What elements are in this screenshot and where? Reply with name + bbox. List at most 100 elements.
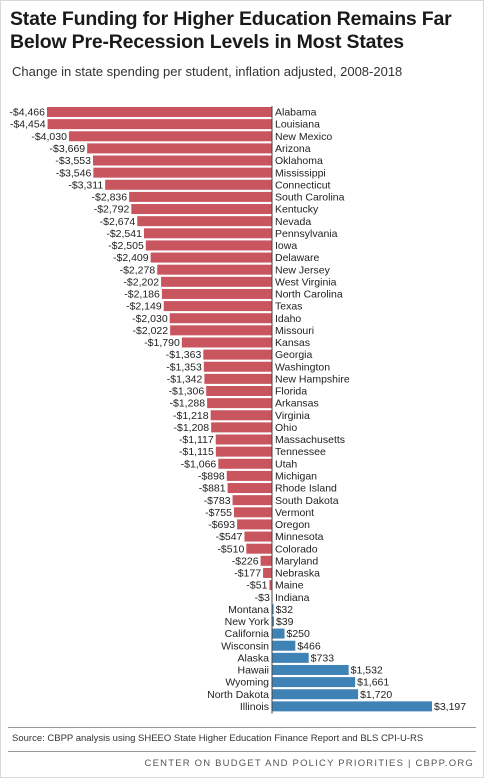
bar-louisiana — [47, 119, 272, 130]
state-label-new-hampshire: New Hampshire — [275, 373, 350, 385]
state-label-montana: Montana — [228, 604, 269, 616]
state-label-kansas: Kansas — [275, 337, 310, 349]
value-label-pennsylvania: -$2,541 — [106, 228, 142, 240]
state-label-pennsylvania: Pennsylvania — [275, 228, 338, 240]
value-label-georgia: -$1,363 — [166, 349, 202, 361]
state-label-new-mexico: New Mexico — [275, 131, 332, 143]
bar-connecticut — [105, 179, 272, 190]
bar-delaware — [150, 252, 272, 263]
state-label-alaska: Alaska — [237, 652, 269, 664]
state-label-nevada: Nevada — [275, 216, 311, 228]
value-label-minnesota: -$547 — [216, 531, 243, 543]
value-label-michigan: -$898 — [198, 471, 225, 483]
value-label-new-hampshire: -$1,342 — [167, 373, 203, 385]
bar-florida — [206, 385, 272, 396]
chart-subtitle: Change in state spending per student, in… — [12, 64, 403, 79]
value-label-massachusetts: -$1,117 — [179, 434, 214, 446]
bar-mississippi — [93, 167, 272, 178]
value-label-south-carolina: -$2,836 — [91, 192, 127, 204]
value-label-new-jersey: -$2,278 — [120, 264, 156, 276]
value-label-nevada: -$2,674 — [100, 216, 136, 228]
state-label-tennessee: Tennessee — [275, 446, 326, 458]
state-label-mississippi: Mississippi — [275, 167, 326, 179]
value-label-virginia: -$1,218 — [173, 410, 209, 422]
value-label-colorado: -$510 — [217, 543, 244, 555]
state-label-minnesota: Minnesota — [275, 531, 324, 543]
state-label-washington: Washington — [275, 361, 330, 373]
state-label-nebraska: Nebraska — [275, 568, 320, 580]
source-divider — [8, 727, 476, 728]
value-label-tennessee: -$1,115 — [179, 446, 214, 458]
bar-nevada — [137, 216, 272, 227]
value-label-mississippi: -$3,546 — [56, 167, 92, 179]
bar-kansas — [181, 337, 272, 348]
bar-south-carolina — [129, 191, 272, 202]
state-label-new-jersey: New Jersey — [275, 264, 331, 276]
bar-idaho — [169, 313, 272, 324]
value-label-montana: $32 — [276, 604, 294, 616]
value-label-arkansas: -$1,288 — [169, 398, 205, 410]
bar-west-virginia — [161, 276, 272, 287]
value-label-kansas: -$1,790 — [144, 337, 180, 349]
bar-minnesota — [244, 531, 272, 542]
state-label-illinois: Illinois — [240, 701, 269, 713]
bar-south-dakota — [232, 495, 272, 506]
state-label-arizona: Arizona — [275, 143, 311, 155]
state-label-louisiana: Louisiana — [275, 119, 320, 131]
bar-oklahoma — [93, 155, 272, 166]
value-label-alabama: -$4,466 — [9, 107, 45, 119]
value-label-nebraska: -$177 — [234, 568, 261, 580]
state-label-wisconsin: Wisconsin — [221, 640, 269, 652]
state-label-south-carolina: South Carolina — [275, 192, 345, 204]
value-label-new-mexico: -$4,030 — [31, 131, 67, 143]
bar-massachusetts — [215, 434, 272, 445]
state-label-california: California — [225, 628, 270, 640]
value-label-new-york: $39 — [276, 616, 294, 628]
state-label-alabama: Alabama — [275, 107, 317, 119]
value-label-texas: -$2,149 — [126, 301, 162, 313]
value-label-west-virginia: -$2,202 — [123, 276, 159, 288]
bar-arizona — [87, 143, 273, 154]
value-label-oklahoma: -$3,553 — [55, 155, 91, 167]
state-label-rhode-island: Rhode Island — [275, 483, 337, 495]
value-label-wyoming: $1,661 — [357, 677, 389, 689]
state-label-colorado: Colorado — [275, 543, 318, 555]
state-label-kentucky: Kentucky — [275, 204, 319, 216]
bar-new-jersey — [157, 264, 272, 275]
state-label-arkansas: Arkansas — [275, 398, 319, 410]
value-label-oregon: -$693 — [208, 519, 235, 531]
state-label-florida: Florida — [275, 386, 307, 398]
value-label-maine: -$51 — [246, 580, 267, 592]
value-label-arizona: -$3,669 — [50, 143, 86, 155]
state-label-north-carolina: North Carolina — [275, 289, 343, 301]
value-label-hawaii: $1,532 — [351, 665, 383, 677]
bar-washington — [203, 361, 272, 372]
bar-arkansas — [207, 398, 272, 409]
state-label-massachusetts: Massachusetts — [275, 434, 345, 446]
bar-vermont — [233, 507, 272, 518]
value-label-maryland: -$226 — [232, 555, 259, 567]
value-label-idaho: -$2,030 — [132, 313, 168, 325]
state-label-georgia: Georgia — [275, 349, 313, 361]
bar-rhode-island — [227, 483, 272, 494]
value-label-north-dakota: $1,720 — [360, 689, 392, 701]
bar-missouri — [170, 325, 272, 336]
state-label-missouri: Missouri — [275, 325, 314, 337]
bar-virginia — [210, 410, 272, 421]
source-note: Source: CBPP analysis using SHEEO State … — [12, 733, 424, 744]
bar-ohio — [211, 422, 272, 433]
state-label-new-york: New York — [225, 616, 270, 628]
bar-tennessee — [215, 446, 272, 457]
bar-maryland — [260, 555, 272, 566]
bar-wyoming — [272, 677, 356, 688]
value-label-iowa: -$2,505 — [108, 240, 144, 252]
bar-pennsylvania — [143, 228, 272, 239]
bar-new-york — [272, 616, 274, 627]
bar-alabama — [47, 107, 272, 117]
bar-montana — [272, 604, 274, 615]
value-label-ohio: -$1,208 — [174, 422, 210, 434]
value-label-utah: -$1,066 — [181, 458, 217, 470]
bar-nebraska — [263, 567, 272, 578]
bar-michigan — [226, 470, 272, 481]
value-label-wisconsin: $466 — [297, 640, 321, 652]
